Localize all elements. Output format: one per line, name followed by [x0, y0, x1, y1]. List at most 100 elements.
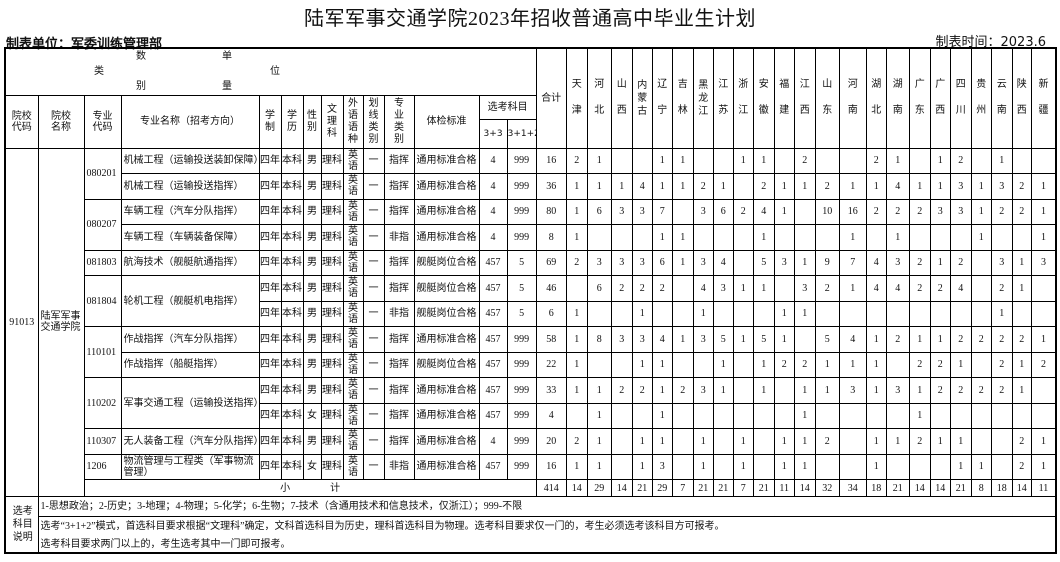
province-quota	[732, 173, 754, 200]
province-header: 内蒙古	[631, 47, 653, 149]
subtotal-province: 34	[838, 479, 867, 497]
gender: 男	[302, 428, 322, 455]
province-quota: 1	[752, 224, 775, 251]
province-quota: 2	[814, 275, 840, 302]
province-quota: 2	[949, 377, 972, 404]
subtotal-province: 32	[814, 479, 840, 497]
province-quota	[610, 224, 633, 251]
province-quota: 1	[865, 428, 887, 455]
province-quota: 1	[908, 326, 931, 353]
province-quota: 1	[651, 147, 673, 174]
row-total: 22	[535, 351, 567, 378]
cutoff-type: 一	[362, 275, 385, 302]
major-type: 指挥	[383, 377, 415, 404]
province-quota: 4	[651, 326, 673, 353]
province-quota	[732, 300, 754, 327]
province-quota: 1	[565, 198, 588, 225]
major-name: 航海技术（舰艇航通指挥）	[120, 249, 260, 276]
table-row: 1206 物流管理与工程类（军事物流管理） 四年 本科女理科 英语一非指 通用标准合格 45…	[5, 453, 1057, 480]
subject-3-3: 4	[478, 224, 508, 251]
province-quota: 9	[814, 249, 840, 276]
province-quota: 3	[586, 249, 612, 276]
province-quota: 1	[838, 224, 867, 251]
physical-standard: 通用标准合格	[413, 198, 480, 225]
duration: 四年	[258, 326, 282, 353]
row-total: 8	[535, 224, 567, 251]
table-row: 机械工程（运输投送指挥） 四年 本科男理科 英语一指挥 通用标准合格 4 999 36 1 1 1 4…	[5, 173, 1057, 200]
province-quota	[885, 300, 910, 327]
row-total: 6	[535, 300, 567, 327]
language: 英语	[342, 173, 364, 200]
province-quota: 1	[565, 300, 588, 327]
province-quota	[610, 147, 633, 174]
major-name: 机械工程（运输投送装卸保障）	[120, 147, 260, 174]
gender: 男	[302, 326, 322, 353]
subject-3-3: 457	[478, 300, 508, 327]
province-quota	[838, 402, 867, 429]
major-code: 1206	[83, 453, 122, 480]
province-quota	[752, 428, 775, 455]
subtotal-province: 21	[712, 479, 734, 497]
province-quota: 3	[885, 249, 910, 276]
province-quota: 2	[885, 326, 910, 353]
cutoff-type: 一	[362, 402, 385, 429]
language: 英语	[342, 300, 364, 327]
province-quota	[990, 453, 1013, 480]
province-quota: 1	[908, 377, 931, 404]
cutoff-type: 一	[362, 428, 385, 455]
province-quota: 1	[752, 275, 775, 302]
province-quota	[1011, 224, 1032, 251]
province-quota	[712, 300, 734, 327]
issue-date: 制表时间：2023.6	[935, 35, 1047, 50]
gender: 男	[302, 198, 322, 225]
province-quota: 4	[885, 275, 910, 302]
province-quota: 1	[1030, 326, 1057, 353]
province-quota	[1011, 300, 1032, 327]
physical-standard: 舰艇岗位合格	[413, 275, 480, 302]
province-quota: 2	[949, 147, 972, 174]
arts-science: 理科	[320, 377, 344, 404]
province-quota: 1	[565, 351, 588, 378]
arts-science: 理科	[320, 173, 344, 200]
province-quota: 3	[990, 249, 1013, 276]
row-total: 4	[535, 402, 567, 429]
physical-standard: 舰艇岗位合格	[413, 249, 480, 276]
major-name: 车辆工程（汽车分队指挥）	[120, 198, 260, 225]
province-header: 湖南	[885, 47, 910, 149]
arts-science: 理科	[320, 300, 344, 327]
cutoff-type: 一	[362, 300, 385, 327]
physical-standard: 舰艇岗位合格	[413, 300, 480, 327]
province-quota: 3	[929, 198, 951, 225]
category-char: 数	[136, 51, 146, 63]
language: 英语	[342, 249, 364, 276]
duration: 四年	[258, 402, 282, 429]
province-quota: 1	[793, 428, 816, 455]
subject-3-1-2: 999	[506, 351, 537, 378]
province-quota: 1	[586, 173, 612, 200]
province-quota: 2	[990, 275, 1013, 302]
province-quota: 16	[838, 198, 867, 225]
degree: 本科	[280, 275, 304, 302]
province-quota: 3	[885, 377, 910, 404]
subject-3-1-2: 999	[506, 377, 537, 404]
cutoff-type: 一	[362, 198, 385, 225]
province-quota	[671, 453, 694, 480]
subtotal-province: 21	[631, 479, 653, 497]
province-quota: 1	[671, 326, 694, 353]
row-total: 33	[535, 377, 567, 404]
cutoff-type: 一	[362, 453, 385, 480]
province-quota: 5	[814, 326, 840, 353]
major-code: 081804	[83, 275, 122, 327]
notes-line-2: 选考“3+1+2”模式，首选科目要求根据“文理科”确定，文科首选科目为历史，理科…	[37, 516, 1057, 537]
major-name: 车辆工程（车辆装备保障）	[120, 224, 260, 251]
province-quota: 4	[885, 173, 910, 200]
province-quota: 1	[631, 453, 653, 480]
province-header: 山东	[814, 47, 840, 149]
subtotal-province: 18	[990, 479, 1013, 497]
duration: 四年	[258, 351, 282, 378]
physical-standard: 通用标准合格	[413, 173, 480, 200]
province-quota: 1	[565, 377, 588, 404]
province-quota	[970, 428, 992, 455]
province-quota: 2	[949, 326, 972, 353]
province-quota	[610, 351, 633, 378]
